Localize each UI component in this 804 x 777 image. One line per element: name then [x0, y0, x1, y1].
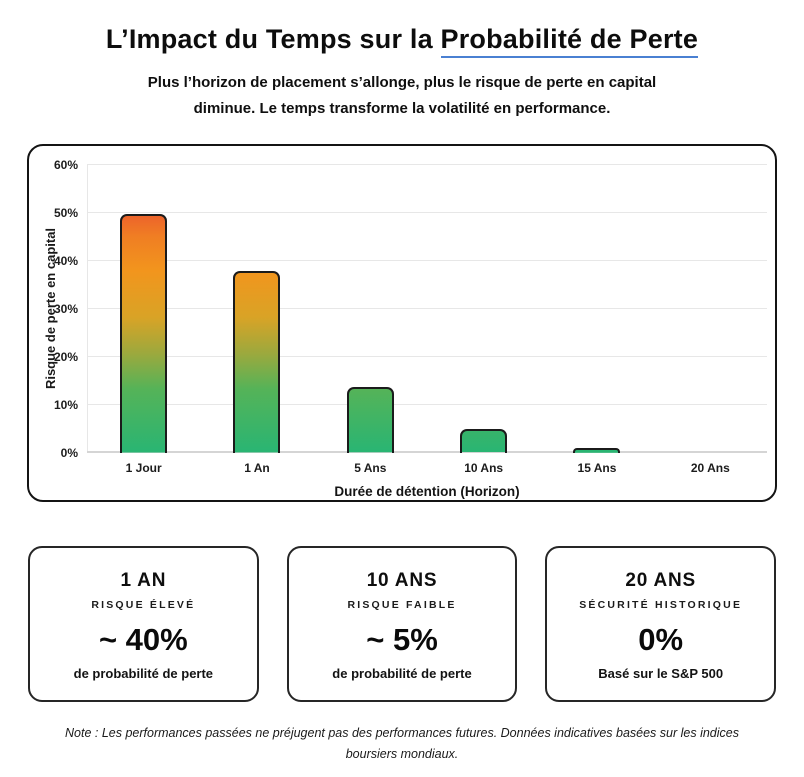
risk-chart-panel: Risque de perte en capital 0% 10% 20% 30% 40…: [27, 143, 777, 502]
bar-5-ans: [346, 387, 394, 453]
card-heading: 20 ANS: [625, 569, 696, 591]
x-axis-title: Durée de détention (Horizon): [334, 483, 520, 499]
bar-10-ans: [460, 429, 508, 453]
x-tick-label-5-ans: 5 Ans: [354, 460, 387, 475]
bar-1-an: [233, 271, 281, 453]
card-20-ans: 20 ANS SÉCURITÉ HISTORIQUE 0% Basé sur l…: [545, 545, 777, 702]
gridline-60: [87, 163, 767, 165]
card-caption: de probabilité de perte: [73, 665, 214, 681]
bar-15-ans: [573, 447, 621, 453]
gridline-30: [87, 307, 767, 309]
page-subtitle: Plus l’horizon de placement s’allonge, p…: [0, 70, 804, 123]
infographic-page: L’Impact du Temps sur la Probabilité de …: [0, 24, 804, 777]
bar-slot-3: [427, 165, 540, 453]
bar-slot-4: [540, 165, 653, 453]
y-tick-label-10: 10%: [53, 397, 78, 412]
card-caption: Basé sur le S&P 500: [598, 665, 724, 681]
x-tick-label-20-ans: 20 Ans: [690, 460, 730, 475]
x-tick-label-1-jour: 1 Jour: [125, 460, 162, 475]
gridline-40: [87, 259, 767, 261]
card-value: ~ 5%: [366, 621, 438, 657]
y-tick-label-60: 60%: [53, 157, 78, 172]
gridline-20: [87, 355, 767, 357]
y-tick-label-0: 0%: [60, 445, 78, 460]
gridline-0: [87, 450, 767, 453]
card-10-ans: 10 ANS RISQUE FAIBLE ~ 5% de probabilité…: [286, 545, 518, 702]
bars-row: [87, 165, 767, 453]
y-tick-label-50: 50%: [53, 205, 78, 220]
card-caption: de probabilité de perte: [332, 665, 472, 681]
x-tick-label-1-an: 1 An: [244, 460, 270, 475]
page-title: L’Impact du Temps sur la Probabilité de …: [0, 24, 804, 58]
bar-slot-2: [314, 165, 427, 453]
card-risk-label: RISQUE ÉLEVÉ: [91, 598, 196, 611]
card-risk-label: RISQUE FAIBLE: [347, 598, 457, 611]
x-labels-row: 1 Jour 1 An 5 Ans 10 Ans 15 Ans 20 Ans: [87, 461, 767, 475]
card-heading: 10 ANS: [366, 569, 438, 591]
subtitle-line-2: diminue. Le temps transforme la volatili…: [193, 100, 611, 118]
bar-slot-1: [200, 165, 313, 453]
x-tick-label-10-ans: 10 Ans: [464, 460, 504, 475]
y-tick-label-40: 40%: [53, 253, 78, 268]
disclaimer-note: Note : Les performances passées ne préju…: [65, 725, 739, 761]
card-heading: 1 AN: [120, 569, 167, 591]
card-1-an: 1 AN RISQUE ÉLEVÉ ~ 40% de probabilité d…: [28, 545, 259, 702]
subtitle-line-1: Plus l’horizon de placement s’allonge, p…: [147, 74, 657, 91]
y-axis-line: [87, 164, 88, 453]
card-value: 0%: [638, 621, 684, 657]
card-risk-label: SÉCURITÉ HISTORIQUE: [579, 598, 743, 611]
bar-slot-5: [654, 165, 767, 453]
card-value: ~ 40%: [98, 621, 188, 657]
x-tick-label-15-ans: 15 Ans: [577, 460, 617, 475]
plot-area: 0% 10% 20% 30% 40% 50% 60%: [54, 158, 767, 460]
page-title-underlined: Probabilité de Perte: [440, 24, 699, 58]
page-title-prefix: L’Impact du Temps sur la: [105, 24, 441, 54]
bar-1-jour: [120, 213, 168, 453]
bar-slot-0: [87, 165, 200, 453]
gridline-50: [87, 211, 767, 213]
y-tick-label-30: 30%: [53, 301, 78, 316]
y-tick-label-20: 20%: [53, 349, 78, 364]
gridline-10: [87, 403, 767, 405]
summary-cards-row: 1 AN RISQUE ÉLEVÉ ~ 40% de probabilité d…: [0, 545, 804, 702]
